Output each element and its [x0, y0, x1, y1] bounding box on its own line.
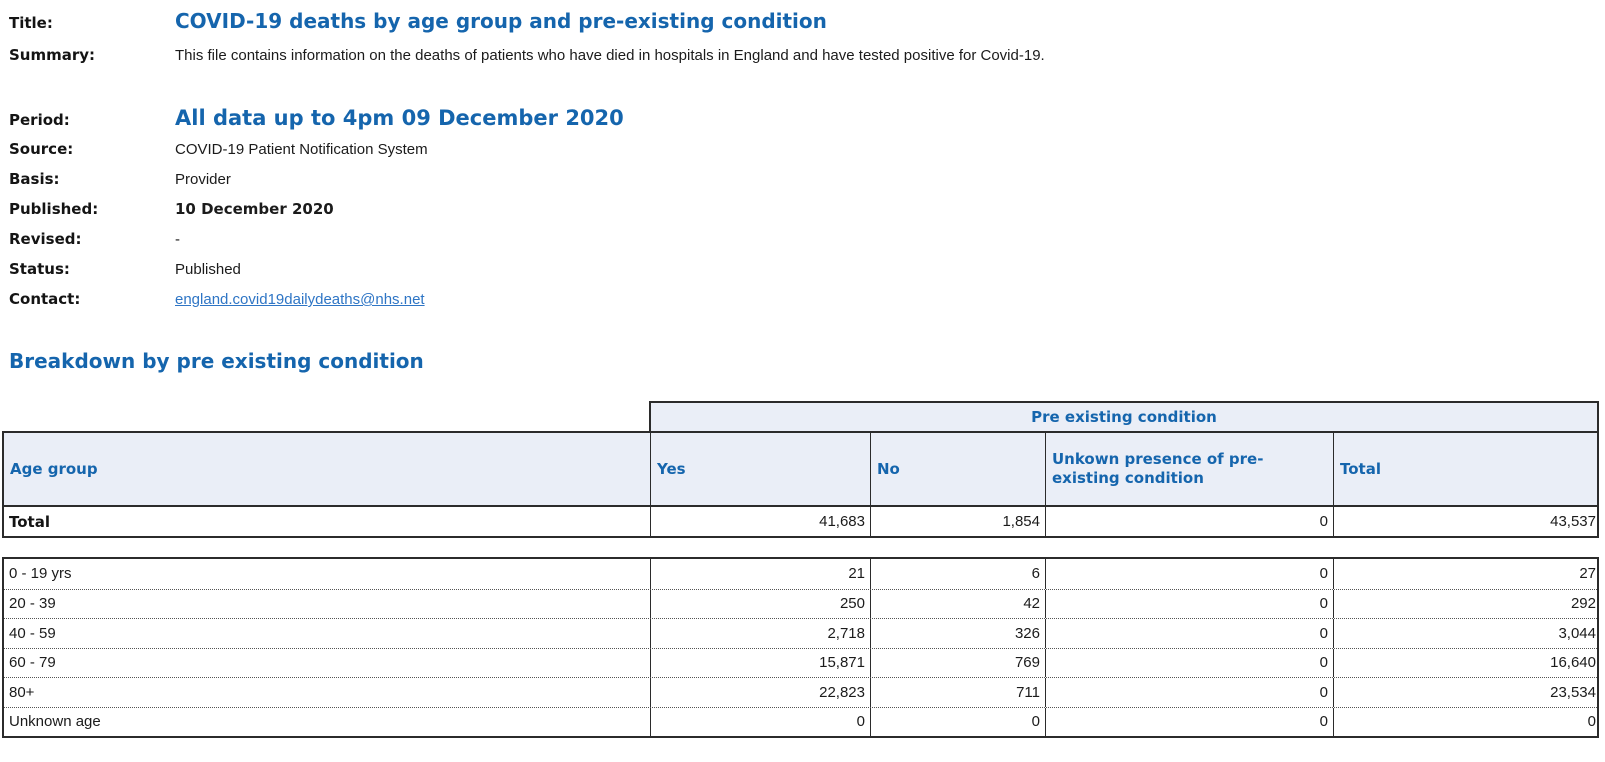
- age-group-cell: 60 - 79: [4, 648, 651, 677]
- table-row: 0 - 19 yrs 21 6 0 27: [4, 559, 1597, 589]
- total-unknown-value: 0: [1046, 507, 1334, 536]
- yes-cell: 21: [651, 559, 871, 589]
- yes-cell: 2,718: [651, 619, 871, 648]
- basis-row: Basis: Provider: [0, 170, 1605, 200]
- yes-cell: 15,871: [651, 648, 871, 677]
- source-label: Source:: [9, 140, 74, 158]
- age-group-cell: Unknown age: [4, 707, 651, 736]
- published-label: Published:: [9, 200, 99, 218]
- status-row: Status: Published: [0, 260, 1605, 290]
- table-row: 20 - 39 250 42 0 292: [4, 588, 1597, 618]
- no-cell: 769: [871, 648, 1046, 677]
- table-row: 60 - 79 15,871 769 0 16,640: [4, 647, 1597, 677]
- period-label: Period:: [9, 111, 70, 129]
- basis-label: Basis:: [9, 170, 60, 188]
- age-group-cell: 0 - 19 yrs: [4, 559, 651, 589]
- period-row: Period: All data up to 4pm 09 December 2…: [0, 106, 1605, 140]
- breakdown-table: Pre existing condition Age group Yes No …: [2, 401, 1599, 738]
- contact-row: Contact: england.covid19dailydeaths@nhs.…: [0, 290, 1605, 320]
- contact-email-link[interactable]: england.covid19dailydeaths@nhs.net: [175, 291, 425, 308]
- summary-text: This file contains information on the de…: [175, 47, 1045, 64]
- status-label: Status:: [9, 260, 70, 278]
- yes-cell: 22,823: [651, 678, 871, 707]
- yes-cell: 0: [651, 707, 871, 736]
- unknown-cell: 0: [1046, 648, 1334, 677]
- age-group-cell: 40 - 59: [4, 619, 651, 648]
- total-cell: 3,044: [1558, 624, 1596, 642]
- total-cell: 292: [1570, 595, 1596, 613]
- age-rows-block: 0 - 19 yrs 21 6 0 27 20 - 39 250 42 0 29…: [2, 557, 1599, 738]
- total-row-label: Total: [4, 507, 651, 536]
- no-cell: 42: [871, 589, 1046, 618]
- col-header-total: Total: [1340, 459, 1381, 478]
- total-yes-value: 41,683: [651, 507, 871, 536]
- status-value: Published: [175, 261, 241, 278]
- basis-value: Provider: [175, 171, 231, 188]
- revised-row: Revised: -: [0, 230, 1605, 260]
- column-header-row: Age group Yes No Unkown presence of pre-…: [2, 431, 1599, 507]
- col-header-no: No: [871, 433, 1046, 505]
- table-row: Unknown age 0 0 0 0: [4, 706, 1597, 736]
- no-cell: 711: [871, 678, 1046, 707]
- group-header-spacer: [2, 401, 649, 431]
- summary-row: Summary: This file contains information …: [0, 46, 1605, 64]
- no-cell: 0: [871, 707, 1046, 736]
- col-header-unknown: Unkown presence of pre-existing conditio…: [1046, 433, 1334, 505]
- group-header-row: Pre existing condition: [2, 401, 1599, 431]
- published-row: Published: 10 December 2020: [0, 200, 1605, 230]
- total-cell: 0: [1587, 713, 1596, 731]
- total-row: Total 41,683 1,854 0 43,537: [2, 507, 1599, 538]
- total-cell: 16,640: [1550, 654, 1596, 672]
- metadata-block: Period: All data up to 4pm 09 December 2…: [0, 106, 1605, 320]
- unknown-cell: 0: [1046, 619, 1334, 648]
- unknown-cell: 0: [1046, 589, 1334, 618]
- no-cell: 326: [871, 619, 1046, 648]
- unknown-cell: 0: [1046, 678, 1334, 707]
- col-header-yes: Yes: [651, 433, 871, 505]
- group-header-cell: Pre existing condition: [649, 401, 1599, 431]
- age-group-cell: 20 - 39: [4, 589, 651, 618]
- contact-label: Contact:: [9, 290, 81, 308]
- total-cell: 23,534: [1550, 683, 1596, 701]
- unknown-cell: 0: [1046, 707, 1334, 736]
- age-group-cell: 80+: [4, 678, 651, 707]
- unknown-cell: 0: [1046, 559, 1334, 589]
- period-value: All data up to 4pm 09 December 2020: [175, 106, 624, 130]
- title-label: Title:: [9, 14, 53, 32]
- title-row: Title: COVID-19 deaths by age group and …: [0, 0, 1605, 33]
- revised-value: -: [175, 231, 180, 248]
- source-row: Source: COVID-19 Patient Notification Sy…: [0, 140, 1605, 170]
- total-cell: 27: [1579, 565, 1596, 583]
- no-cell: 6: [871, 559, 1046, 589]
- yes-cell: 250: [651, 589, 871, 618]
- table-row: 40 - 59 2,718 326 0 3,044: [4, 618, 1597, 648]
- total-no-value: 1,854: [871, 507, 1046, 536]
- section-heading: Breakdown by pre existing condition: [9, 349, 424, 373]
- col-header-age-group: Age group: [4, 433, 651, 505]
- published-value: 10 December 2020: [175, 200, 334, 218]
- table-row: 80+ 22,823 711 0 23,534: [4, 677, 1597, 707]
- summary-label: Summary:: [9, 46, 96, 64]
- page-title: COVID-19 deaths by age group and pre-exi…: [175, 9, 827, 33]
- total-total-value: 43,537: [1550, 513, 1596, 530]
- source-value: COVID-19 Patient Notification System: [175, 141, 428, 158]
- revised-label: Revised:: [9, 230, 82, 248]
